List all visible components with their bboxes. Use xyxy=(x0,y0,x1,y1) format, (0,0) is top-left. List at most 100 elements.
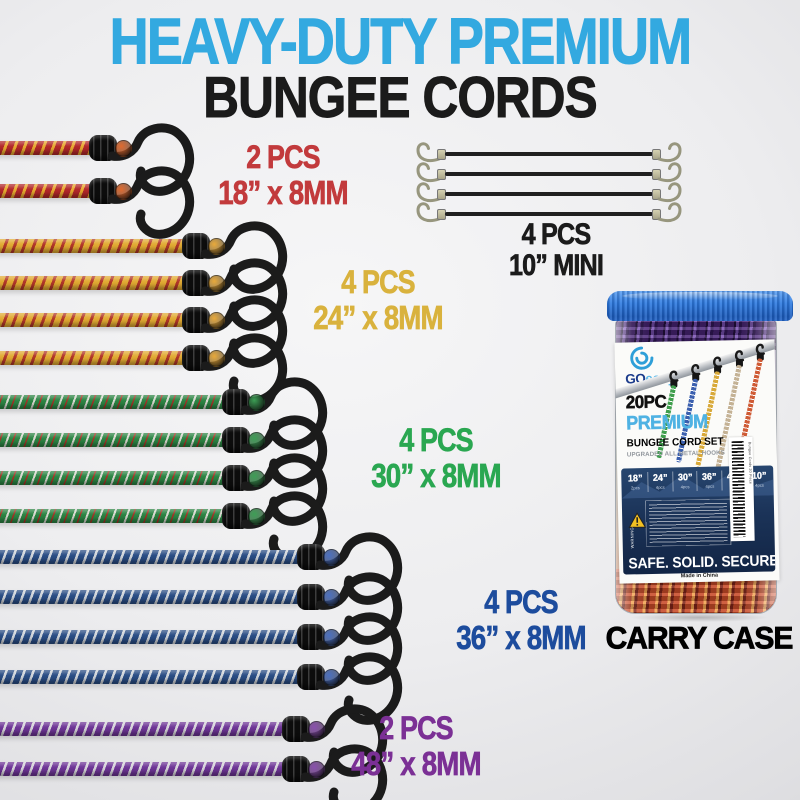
mini-cord-body xyxy=(445,171,653,177)
hook-icon xyxy=(201,258,288,331)
mini-cord-body xyxy=(445,151,653,157)
cord-collar xyxy=(323,629,340,646)
mini-ferrule xyxy=(652,148,661,160)
mini-hook-left xyxy=(415,160,441,188)
cord-collar xyxy=(323,549,340,566)
hook-icon xyxy=(108,123,195,196)
hook-icon xyxy=(316,532,403,605)
cord-group-pcs-label: 4 PCS xyxy=(484,584,559,620)
fine-print-text xyxy=(645,499,731,547)
cord-group-size-label: 36” x 8MM xyxy=(456,619,587,656)
warning-triangle-icon xyxy=(628,512,647,528)
cord-group-size-label: 30” x 8MM xyxy=(371,457,502,494)
hook-icon xyxy=(241,415,328,488)
mini-hook-right xyxy=(657,180,683,208)
cord-collar xyxy=(308,721,325,738)
jar-lid xyxy=(607,291,793,321)
cord-group-pcs-label: 4 PCS xyxy=(341,264,416,300)
brand-logo-icon xyxy=(630,346,654,370)
hook-icon xyxy=(241,377,328,450)
cord-collar xyxy=(208,238,225,255)
size-cell: 18” 2pcs xyxy=(623,472,649,493)
barcode: Bungee Cords 20 Piece xyxy=(728,436,755,542)
jar-piece-count: 20PC xyxy=(625,391,667,413)
warning-label: WARNING xyxy=(629,527,635,549)
cord-collar xyxy=(208,350,225,367)
cord-body xyxy=(0,239,185,253)
cord-collar xyxy=(248,508,265,525)
mini-hook-icon xyxy=(416,162,441,183)
cord-hook xyxy=(201,220,293,308)
mini-hook-left xyxy=(415,140,441,168)
cord-hook xyxy=(301,743,393,800)
hook-icon xyxy=(241,453,328,526)
cord-body xyxy=(0,351,185,365)
hook-icon xyxy=(316,612,403,685)
cord-hook xyxy=(201,257,293,345)
hook-icon xyxy=(301,704,388,777)
cord-hook xyxy=(316,651,408,739)
mini-hook-left xyxy=(415,200,441,228)
cord-body xyxy=(0,313,185,327)
mini-cord-body xyxy=(445,191,653,197)
cord-body xyxy=(0,722,285,736)
cord-body xyxy=(0,395,225,409)
jar-shadow xyxy=(600,611,798,624)
cord-hook xyxy=(301,703,393,791)
cord-collar xyxy=(115,140,132,157)
mini-hook-icon xyxy=(657,162,682,183)
page-title: HEAVY-DUTY PREMIUM xyxy=(109,5,692,78)
hook-icon xyxy=(316,652,403,725)
cord-collar xyxy=(323,589,340,606)
hook-icon xyxy=(201,295,288,368)
mini-cord-body xyxy=(445,211,653,217)
size-cell: 36” 4pcs xyxy=(697,470,723,491)
mini-hook-icon xyxy=(416,142,441,163)
size-value: 24” xyxy=(652,472,668,484)
mini-group-pcs-label: 4 PCS xyxy=(521,218,591,251)
cord-body xyxy=(0,590,300,604)
jar-tagline: SAFE. SOLID. SECURE. xyxy=(628,552,776,573)
mini-hook-left xyxy=(415,180,441,208)
cord-body xyxy=(0,762,285,776)
jar-product-name: BUNGEE CORD SET xyxy=(626,435,724,450)
cord-collar xyxy=(115,183,132,200)
cord-collar xyxy=(308,761,325,778)
hook-icon xyxy=(316,572,403,645)
mini-hook-right xyxy=(657,160,683,188)
mini-ferrule xyxy=(652,168,661,180)
size-cell: 24” 4pcs xyxy=(648,471,674,493)
mini-group-size-label: 10” MINI xyxy=(508,249,605,282)
cord-body xyxy=(0,630,300,644)
cord-collar xyxy=(323,669,340,686)
cord-hook xyxy=(241,376,333,464)
cord-hook xyxy=(108,122,200,210)
cord-group-pcs-label: 2 PCS xyxy=(379,710,454,746)
cord-body xyxy=(0,670,300,684)
cord-collar xyxy=(208,275,225,292)
mini-ferrule xyxy=(652,188,661,200)
mini-hook-icon xyxy=(657,142,682,163)
cord-body xyxy=(0,141,92,155)
mini-hook-right xyxy=(657,200,683,228)
cord-body xyxy=(0,184,92,198)
cord-hook xyxy=(108,165,200,253)
cord-body xyxy=(0,433,225,447)
cord-body xyxy=(0,471,225,485)
cord-hook xyxy=(241,452,333,540)
cord-hook xyxy=(316,531,408,619)
cord-group-size-label: 18” x 8MM xyxy=(218,174,349,211)
cord-collar xyxy=(248,470,265,487)
cord-body xyxy=(0,276,185,290)
barcode-caption: Bungee Cords 20 Piece xyxy=(747,441,753,485)
carry-case-caption: CARRY CASE xyxy=(605,621,794,656)
mini-hook-icon xyxy=(657,182,682,203)
size-value: 36” xyxy=(702,471,718,483)
size-value: 18” xyxy=(627,473,643,485)
